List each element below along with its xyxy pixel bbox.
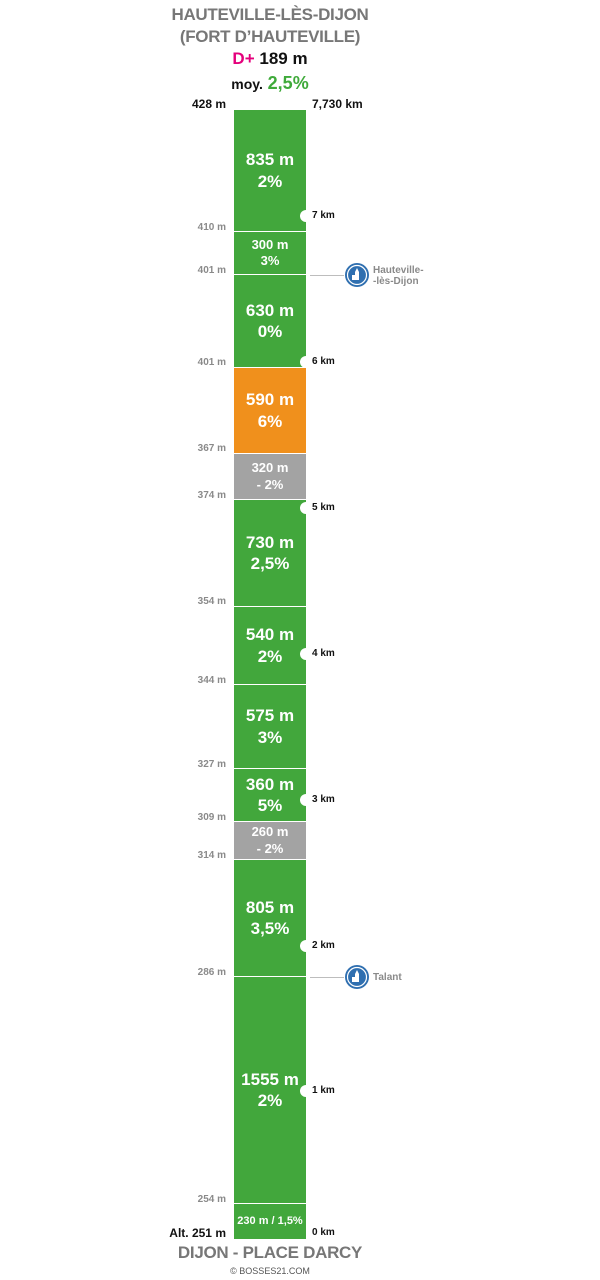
total-distance: 7,730 km <box>312 97 363 111</box>
segment-5: 320 m - 2% <box>234 454 306 500</box>
segment-grade: 2,5% <box>250 554 290 573</box>
dplus-label: D+ <box>232 49 255 68</box>
segment-length: 730 m <box>245 532 295 552</box>
altitude-label: 374 m <box>197 490 226 501</box>
segment-grade: 6% <box>257 411 283 431</box>
km-notch <box>300 210 312 222</box>
church-icon <box>345 965 369 989</box>
altitude-label: 314 m <box>197 850 226 861</box>
segment-7: 540 m 2% <box>234 607 306 685</box>
segment-13: 230 m / 1,5% <box>234 1204 306 1239</box>
poi-name-line2: -lès-Dijon <box>373 276 419 287</box>
segment-length: 590 m <box>245 390 295 410</box>
segment-length: 230 m / 1,5% <box>237 1214 303 1227</box>
segment-length: 805 m <box>245 897 295 917</box>
climb-title: HAUTEVILLE-LÈS-DIJON <box>171 5 369 24</box>
km-notch <box>300 648 312 660</box>
segment-1: 835 m 2% <box>234 110 306 232</box>
climb-subtitle: (FORT D’HAUTEVILLE) <box>179 27 361 46</box>
segment-6: 730 m 2,5% <box>234 500 306 607</box>
km-notch <box>300 502 312 514</box>
segment-grade: 2% <box>257 1091 283 1110</box>
km-marker: 0 km <box>312 1227 335 1238</box>
segment-8: 575 m 3% <box>234 685 306 769</box>
poi-name-line1: Hauteville- <box>373 265 424 276</box>
altitude-label: 254 m <box>197 1194 226 1205</box>
segment-4: 590 m 6% <box>234 368 306 454</box>
segment-length: 1555 m <box>241 1069 299 1089</box>
segment-grade: 3,5% <box>250 919 290 938</box>
segment-10: 260 m - 2% <box>234 822 306 860</box>
poi-name-line1: Talant <box>373 972 402 983</box>
segment-grade: 3% <box>257 727 283 747</box>
average-value: 2,5% <box>267 73 309 93</box>
elevation-gain: D+ 189 m <box>0 49 540 69</box>
poi-connector <box>310 977 344 978</box>
km-notch <box>300 794 312 806</box>
segment-length: 300 m <box>251 236 289 252</box>
start-location: DIJON - PLACE DARCY <box>177 1243 363 1262</box>
average-grade: moy. 2,5% <box>0 73 540 94</box>
km-marker: 2 km <box>312 940 335 951</box>
km-marker: 7 km <box>312 210 335 221</box>
km-marker: 6 km <box>312 356 335 367</box>
segment-length: 260 m <box>251 824 289 840</box>
altitude-label: 401 m <box>197 357 226 368</box>
km-notch <box>300 940 312 952</box>
altitude-label: 367 m <box>197 443 226 454</box>
segment-grade: 3% <box>260 253 280 268</box>
summit-altitude: 428 m <box>192 97 227 111</box>
altitude-label: 309 m <box>197 812 226 823</box>
poi-label: Talant <box>373 972 402 983</box>
km-marker: 1 km <box>312 1085 335 1096</box>
segment-length: 575 m <box>245 706 295 726</box>
segment-length: 540 m <box>245 625 295 645</box>
altitude-label: 401 m <box>197 265 226 276</box>
segment-length: 320 m <box>251 460 289 476</box>
start-altitude: Alt. 251 m <box>169 1226 226 1240</box>
km-marker: 3 km <box>312 794 335 805</box>
altitude-label: 410 m <box>197 222 226 233</box>
segment-grade: - 2% <box>256 476 284 492</box>
segment-11: 805 m 3,5% <box>234 860 306 977</box>
segment-3: 630 m 0% <box>234 275 306 368</box>
segment-grade: 2% <box>257 171 283 191</box>
copyright: © BOSSES21.COM <box>230 1266 310 1276</box>
segment-length: 360 m <box>245 774 295 794</box>
dplus-value: 189 m <box>259 49 308 68</box>
altitude-label: 286 m <box>197 967 226 978</box>
km-notch <box>300 356 312 368</box>
segment-length: 835 m <box>245 150 295 170</box>
km-notch <box>300 1085 312 1097</box>
segment-grade: 0% <box>257 322 283 341</box>
segment-9: 360 m 5% <box>234 769 306 822</box>
average-label: moy. <box>231 76 263 92</box>
poi-label: Hauteville- -lès-Dijon <box>373 265 424 287</box>
segment-12: 1555 m 2% <box>234 977 306 1204</box>
church-icon <box>345 263 369 287</box>
altitude-label: 327 m <box>197 759 226 770</box>
segment-grade: 2% <box>257 646 283 666</box>
segment-length: 630 m <box>245 300 295 320</box>
km-marker: 5 km <box>312 502 335 513</box>
altitude-label: 344 m <box>197 675 226 686</box>
segment-grade: - 2% <box>256 840 284 856</box>
poi-connector <box>310 275 344 276</box>
segment-2: 300 m 3% <box>234 232 306 275</box>
km-marker: 4 km <box>312 648 335 659</box>
segment-grade: 5% <box>257 796 283 815</box>
altitude-label: 354 m <box>197 596 226 607</box>
